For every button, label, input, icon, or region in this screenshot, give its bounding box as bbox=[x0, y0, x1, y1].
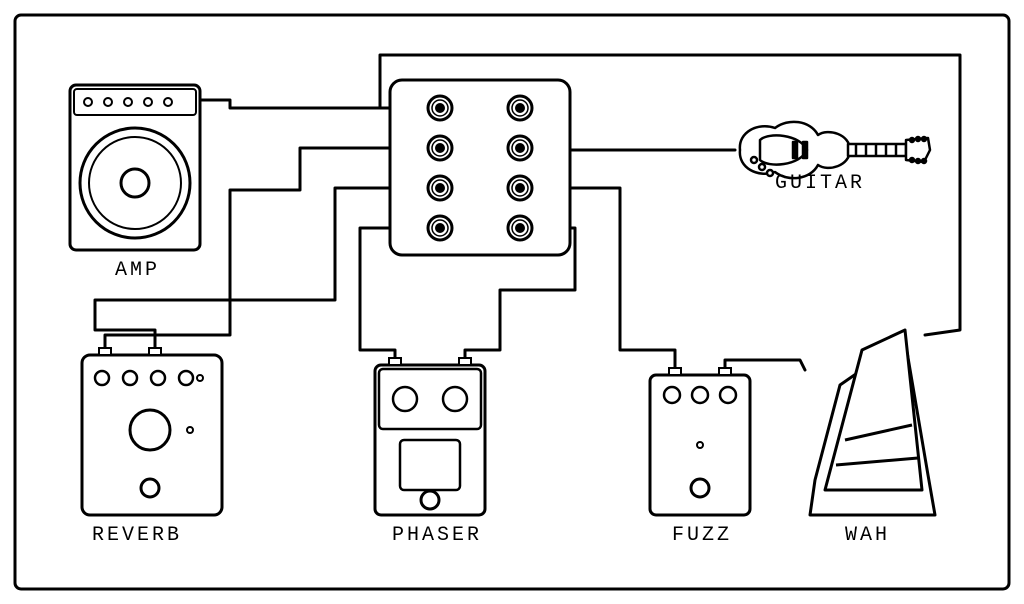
guitar-icon bbox=[740, 122, 930, 178]
phaser-label: PHASER bbox=[392, 524, 482, 547]
patchbay-icon bbox=[390, 80, 570, 255]
signal-chain-diagram: AMP GUITAR bbox=[0, 0, 1024, 604]
wah-label: WAH bbox=[845, 524, 890, 547]
wah-pedal-icon bbox=[810, 330, 935, 515]
cable bbox=[725, 360, 805, 375]
amp-icon bbox=[70, 85, 200, 250]
fuzz-label: FUZZ bbox=[672, 524, 732, 547]
fuzz-pedal-icon bbox=[650, 368, 750, 515]
reverb-pedal-icon bbox=[82, 348, 222, 515]
reverb-label: REVERB bbox=[92, 524, 182, 547]
phaser-pedal-icon bbox=[375, 358, 485, 515]
amp-label: AMP bbox=[115, 259, 160, 282]
guitar-label: GUITAR bbox=[775, 172, 865, 195]
